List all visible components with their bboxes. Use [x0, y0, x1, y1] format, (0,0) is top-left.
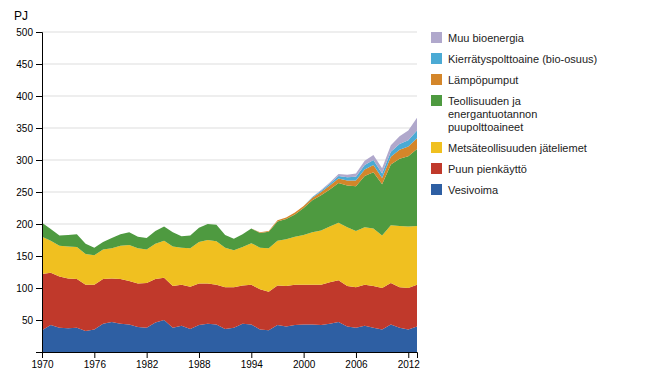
x-tick-label: 1970: [31, 359, 54, 370]
x-tick-mark: [408, 352, 409, 358]
x-tick-label: 2012: [398, 359, 421, 370]
legend-item: Vesivoima: [431, 184, 499, 196]
plot: 1970 1976 1982 1988 1994 2000 2006 2012 50 100 150…: [16, 27, 420, 370]
x-tick: 1982: [136, 352, 159, 370]
x-tick-mark: [304, 352, 305, 358]
x-tick-label: 1976: [84, 359, 107, 370]
y-tick-mark: [36, 256, 42, 257]
y-grid-line: [42, 96, 417, 97]
y-tick-mark: [36, 32, 42, 33]
y-tick: 100: [16, 283, 42, 294]
area: [42, 131, 417, 248]
y-tick: 450: [16, 59, 42, 70]
y-tick-label: 350: [16, 123, 33, 134]
y-tick-label: 50: [22, 315, 34, 326]
y-tick-label: 200: [16, 219, 33, 230]
x-tick-mark: [199, 352, 200, 358]
y-tick-mark: [36, 320, 42, 321]
x-tick-label: 1988: [188, 359, 211, 370]
y-tick: 350: [16, 123, 42, 134]
y-tick-label: 450: [16, 59, 33, 70]
y-tick-mark: [36, 96, 42, 97]
y-tick-mark: [36, 160, 42, 161]
y-tick: 200: [16, 219, 42, 230]
y-grid-line: [42, 64, 417, 65]
area: [42, 223, 417, 292]
x-tick-label: 1982: [136, 359, 159, 370]
chart-svg: 1970 1976 1982 1988 1994 2000 2006 2012 50 100 150…: [0, 0, 645, 380]
y-axis: 50 100 150 200 250 300 350 400 450 500: [16, 27, 42, 353]
legend-label: Kierrätyspolttoaine (bio-osuus): [448, 53, 597, 65]
x-axis: 1970 1976 1982 1988 1994 2000 2006 2012: [31, 352, 420, 370]
legend-label: Teollisuuden jaenergantuotannonpuupoltto…: [448, 95, 537, 133]
legend: Muu bioenergia Kierrätyspolttoaine (bio-o…: [431, 32, 597, 196]
legend-item: Lämpöpumput: [431, 74, 518, 86]
areas: [42, 118, 417, 352]
x-tick: 1976: [84, 352, 107, 370]
legend-swatch: [431, 74, 442, 85]
legend-swatch: [431, 184, 442, 195]
area: [42, 118, 417, 248]
y-tick: 300: [16, 155, 42, 166]
x-tick-label: 1994: [241, 359, 264, 370]
x-tick-mark: [251, 352, 252, 358]
y-tick-label: 300: [16, 155, 33, 166]
area: [42, 138, 417, 247]
x-tick-mark: [94, 352, 95, 358]
x-axis-line: [43, 353, 418, 359]
y-tick-mark: [36, 64, 42, 65]
y-tick: 500: [16, 27, 42, 38]
legend-item: Teollisuuden jaenergantuotannonpuupoltto…: [431, 95, 537, 133]
y-axis-label: PJ: [14, 9, 28, 23]
y-tick-mark: [36, 128, 42, 129]
y-tick-mark: [36, 192, 42, 193]
x-tick-mark: [147, 352, 148, 358]
chart-container: 1970 1976 1982 1988 1994 2000 2006 2012 50 100 150…: [0, 0, 645, 380]
x-tick-label: 2006: [345, 359, 368, 370]
legend-label: Puun pienkäyttö: [448, 163, 527, 175]
legend-item: Kierrätyspolttoaine (bio-osuus): [431, 53, 597, 65]
y-tick: 150: [16, 251, 42, 262]
x-tick: 2000: [293, 352, 316, 370]
x-tick: 1994: [241, 352, 264, 370]
y-grid-line: [42, 32, 417, 33]
legend-swatch: [431, 53, 442, 64]
y-axis-line: [36, 33, 43, 353]
y-tick: 50: [22, 315, 42, 326]
grid: [42, 32, 417, 320]
y-tick-label: 150: [16, 251, 33, 262]
x-tick-mark: [356, 352, 357, 358]
legend-swatch: [431, 163, 442, 174]
area: [42, 149, 417, 255]
x-tick-label: 2000: [293, 359, 316, 370]
legend-item: Puun pienkäyttö: [431, 163, 527, 175]
legend-label: Vesivoima: [448, 184, 499, 196]
y-tick-label: 250: [16, 187, 33, 198]
y-tick-mark: [36, 288, 42, 289]
y-tick-label: 500: [16, 27, 33, 38]
legend-label: Metsäteollisuuden jäteliemet: [448, 142, 587, 154]
x-tick: 1970: [31, 352, 54, 370]
y-tick: 400: [16, 91, 42, 102]
y-grid-line: [42, 160, 417, 161]
y-grid-line: [42, 128, 417, 129]
legend-label: Lämpöpumput: [448, 74, 518, 86]
y-tick-mark: [36, 224, 42, 225]
x-tick: 2012: [398, 352, 421, 370]
legend-swatch: [431, 32, 442, 43]
y-tick-label: 400: [16, 91, 33, 102]
legend-swatch: [431, 95, 442, 106]
y-tick-label: 100: [16, 283, 33, 294]
legend-item: Metsäteollisuuden jäteliemet: [431, 142, 587, 154]
legend-label: Muu bioenergia: [448, 32, 525, 44]
legend-swatch: [431, 142, 442, 153]
legend-item: Muu bioenergia: [431, 32, 525, 44]
x-tick: 1988: [188, 352, 211, 370]
y-tick: 250: [16, 187, 42, 198]
x-tick: 2006: [345, 352, 368, 370]
